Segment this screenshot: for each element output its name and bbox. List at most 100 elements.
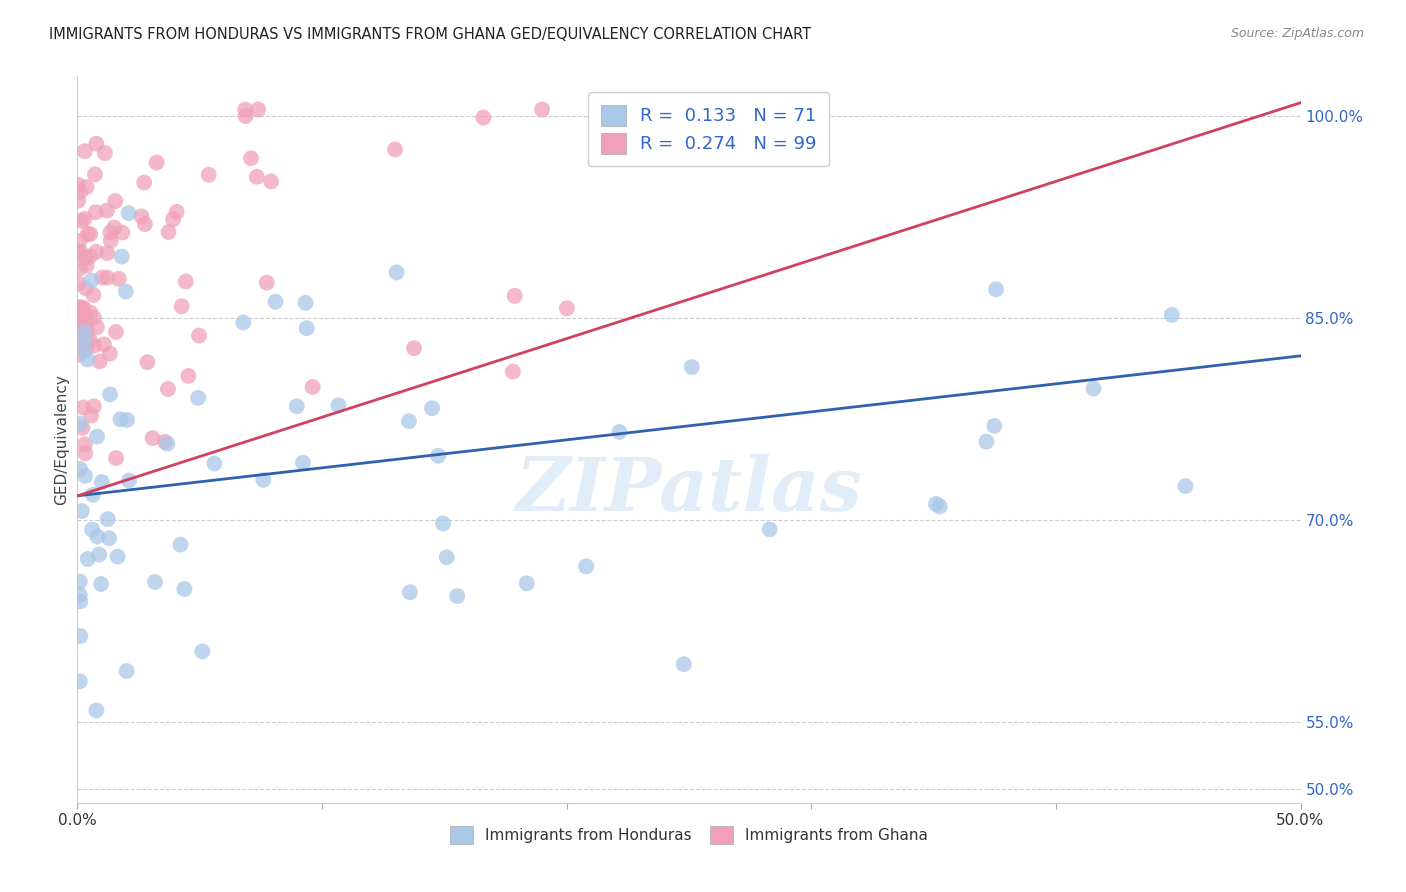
Point [516,576,538,591]
Point [188,328,211,343]
Point [76,180,98,194]
Point [67,322,90,336]
Point [145,155,167,169]
Point [285,399,308,413]
Point [69,629,91,643]
Point [555,301,578,316]
Point [76,227,98,241]
Point [90,475,112,489]
Point [69,304,91,318]
Point [328,398,350,412]
Point [134,217,156,231]
Point [111,250,134,264]
Point [575,559,598,574]
Point [385,265,408,279]
Point [294,296,316,310]
Point [98,346,121,360]
Point [69,588,91,602]
Point [169,538,191,552]
Point [69,674,91,689]
Point [83,288,105,302]
Point [83,400,105,414]
Point [984,282,1007,296]
Point [531,103,554,117]
Point [86,529,108,543]
Point [73,211,96,226]
Point [114,285,136,299]
Point [73,325,96,339]
Point [69,234,91,248]
Point [69,594,91,608]
Point [153,434,176,449]
Point [301,380,323,394]
Point [98,531,121,545]
Point [402,341,425,355]
Point [115,413,138,427]
Point [143,574,166,589]
Point [928,500,950,514]
Point [89,354,111,368]
Point [73,334,96,348]
Point [502,365,524,379]
Point [98,387,121,401]
Point [73,326,96,341]
Point [111,226,134,240]
Point [79,334,101,348]
Point [384,143,406,157]
Point [69,462,91,476]
Point [117,206,139,220]
Point [472,111,495,125]
Point [252,473,274,487]
Point [118,474,141,488]
Point [162,212,184,227]
Point [72,421,94,435]
Point [96,203,118,218]
Point [96,270,118,285]
Point [104,325,127,339]
Point [83,310,105,325]
Point [156,436,179,450]
Point [75,326,97,340]
Point [295,321,318,335]
Point [232,316,254,330]
Point [75,259,97,273]
Point [67,178,90,192]
Point [86,320,108,334]
Point [672,657,695,672]
Point [503,289,526,303]
Point [197,168,219,182]
Point [115,664,138,678]
Point [84,205,107,219]
Point [97,512,120,526]
Point [681,359,703,374]
Point [235,109,257,123]
Point [79,305,101,319]
Point [93,337,115,351]
Point [79,250,101,264]
Point [80,409,103,423]
Point [110,412,132,426]
Point [82,523,104,537]
Point [69,574,91,589]
Point [76,352,98,367]
Point [446,589,468,603]
Point [100,226,122,240]
Point [67,328,90,343]
Point [75,314,97,328]
Point [70,214,93,228]
Point [75,342,97,356]
Point [420,401,443,416]
Point [177,368,200,383]
Point [69,261,91,276]
Point [67,194,90,208]
Point [399,585,422,599]
Point [291,456,314,470]
Point [246,169,269,184]
Point [84,167,107,181]
Point [170,299,193,313]
Point [83,338,105,352]
Point [75,281,97,295]
Point [91,270,114,285]
Text: IMMIGRANTS FROM HONDURAS VS IMMIGRANTS FROM GHANA GED/EQUIVALENCY CORRELATION CH: IMMIGRANTS FROM HONDURAS VS IMMIGRANTS F… [49,27,811,42]
Point [432,516,454,531]
